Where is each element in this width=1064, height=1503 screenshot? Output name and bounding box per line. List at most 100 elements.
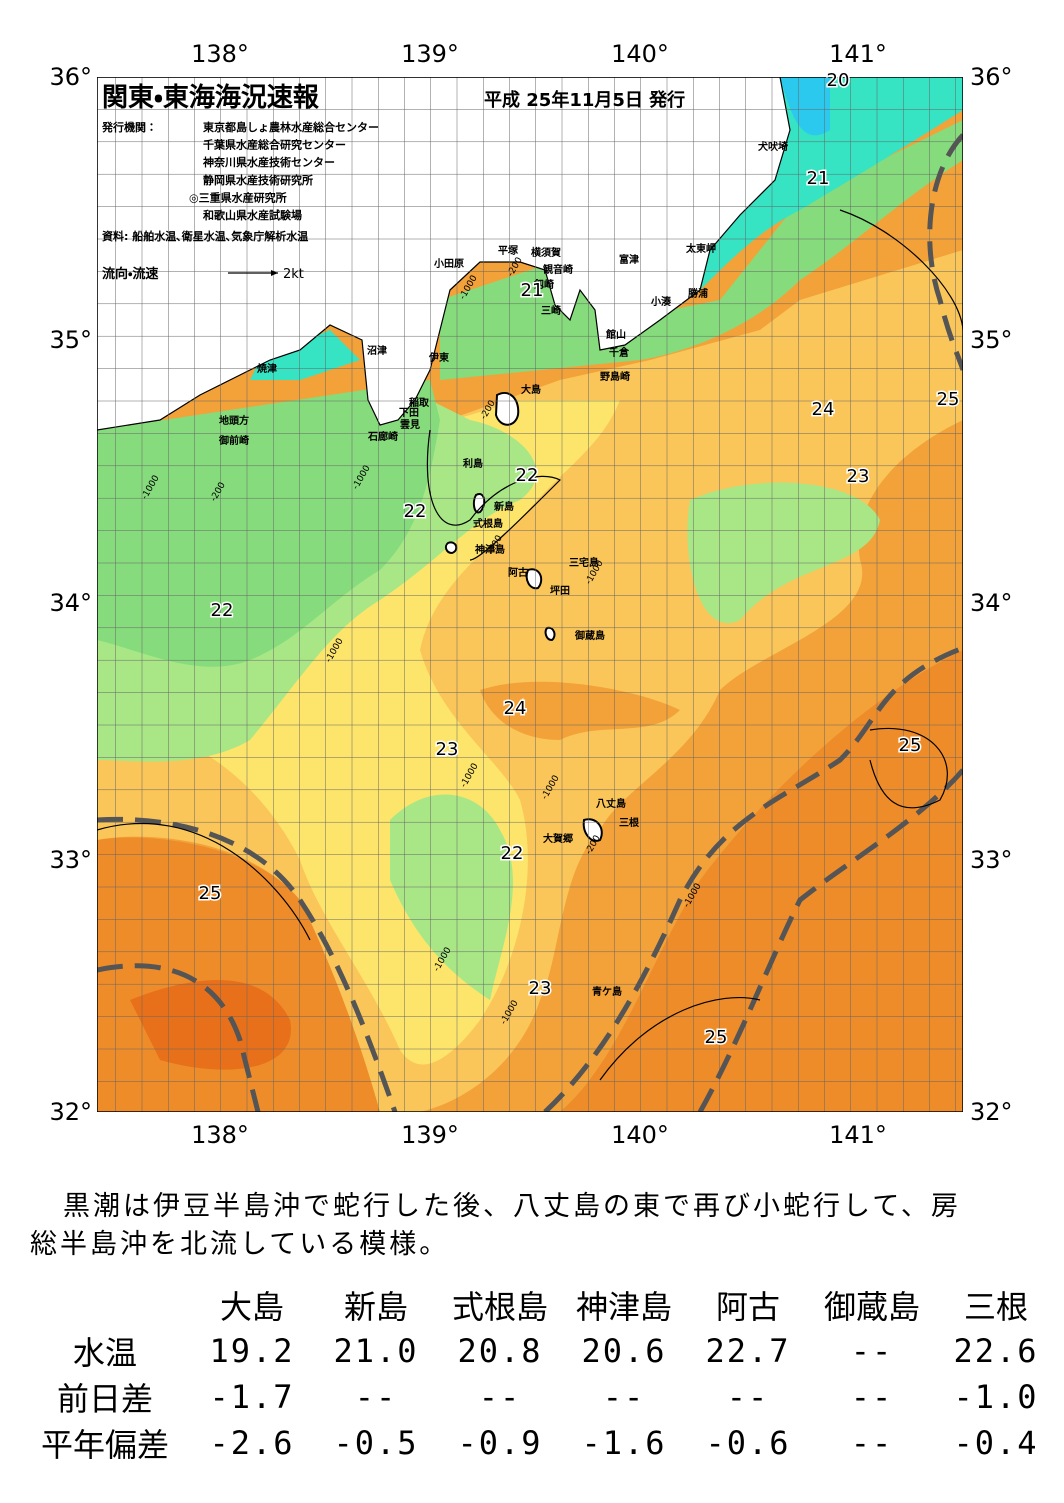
island bbox=[472, 493, 486, 514]
place-name: 大賀郷 bbox=[543, 832, 573, 845]
place-name: 太東岬 bbox=[685, 242, 716, 255]
lon-label: 138° bbox=[191, 1121, 249, 1149]
table-cell: -0.4 bbox=[953, 1424, 1039, 1462]
row-header: 平年偏差 bbox=[40, 1426, 169, 1464]
isotherm-label: 23 bbox=[847, 466, 870, 487]
isotherm-label: 22 bbox=[516, 465, 539, 486]
place-name: 野島崎 bbox=[600, 370, 630, 383]
legend-arrow-head bbox=[271, 270, 278, 276]
place-name: 式根島 bbox=[473, 517, 503, 530]
island bbox=[544, 626, 556, 642]
cool-water bbox=[687, 482, 880, 624]
place-name: 勝浦 bbox=[688, 287, 708, 300]
kuroshio-axis bbox=[543, 645, 963, 1112]
table-cell: -- bbox=[726, 1378, 770, 1416]
place-name: 新島 bbox=[493, 500, 514, 513]
place-name: 三根 bbox=[619, 816, 640, 829]
lat-label: 34° bbox=[49, 589, 92, 617]
table-row: 水温 19.2 21.0 20.8 20.6 22.7 -- 22.6 bbox=[20, 1328, 1058, 1374]
lon-label: 141° bbox=[829, 1121, 887, 1149]
lat-label: 33° bbox=[49, 846, 92, 874]
table-cell: -- bbox=[478, 1378, 522, 1416]
table-cell: -1.6 bbox=[581, 1424, 667, 1462]
summary: 黒潮は伊豆半島沖で蛇行した後、八丈島の東で再び小蛇行して、房 総半島沖を北流して… bbox=[30, 1188, 1040, 1264]
isotherm bbox=[426, 429, 562, 561]
table-cell: 22.6 bbox=[953, 1332, 1039, 1370]
place-name: 沼津 bbox=[367, 344, 387, 357]
place-name: 石廊崎 bbox=[367, 430, 398, 443]
issuer: 千葉県水産総合研究センター bbox=[203, 138, 346, 152]
column-header: 神津島 bbox=[575, 1288, 672, 1326]
lat-label: 33° bbox=[970, 846, 1013, 874]
issuer: 神奈川県水産技術センター bbox=[202, 155, 335, 169]
table-cell: 19.2 bbox=[209, 1332, 295, 1370]
place-name: 稲取 bbox=[409, 396, 430, 409]
cool-water bbox=[390, 794, 513, 1000]
table-cell: 20.6 bbox=[581, 1332, 667, 1370]
place-name: 八丈島 bbox=[596, 797, 626, 810]
isotherm-label: 23 bbox=[529, 978, 552, 999]
lat-label: 36° bbox=[49, 63, 92, 91]
table-cell: -- bbox=[354, 1378, 398, 1416]
warm-water bbox=[480, 681, 680, 740]
place-name: 平塚 bbox=[498, 244, 519, 257]
isotherm-label: 22 bbox=[211, 600, 234, 621]
place-name: 神津島 bbox=[474, 543, 505, 556]
table-row: 平年偏差 -2.6 -0.5 -0.9 -1.6 -0.6 -- -0.4 bbox=[20, 1420, 1058, 1466]
place-name: 利島 bbox=[463, 457, 483, 470]
isotherm-label: 24 bbox=[504, 698, 527, 719]
kuroshio-axis bbox=[97, 816, 398, 1112]
isotherm-label: 20 bbox=[827, 70, 850, 91]
column-header: 大島 bbox=[219, 1288, 284, 1326]
issuer: ◎三重県水産研究所 bbox=[189, 190, 287, 204]
lon-label: 140° bbox=[611, 40, 669, 68]
kuroshio-axis bbox=[927, 133, 963, 371]
place-name: 館山 bbox=[605, 328, 626, 341]
lon-label: 139° bbox=[401, 1121, 459, 1149]
temperature-map bbox=[97, 77, 963, 1112]
summary-line: 黒潮は伊豆半島沖で蛇行した後、八丈島の東で再び小蛇行して、房 bbox=[63, 1191, 961, 1222]
warm-water bbox=[560, 650, 963, 1112]
cold-water bbox=[780, 77, 830, 136]
place-name: 下田 bbox=[399, 407, 419, 419]
kuroshio-axis bbox=[97, 963, 261, 1112]
isotherm bbox=[97, 823, 311, 941]
place-name: 観音崎 bbox=[543, 263, 573, 276]
isotherm-label: 25 bbox=[937, 389, 960, 410]
place-name: 三宅島 bbox=[569, 556, 599, 569]
island bbox=[494, 392, 520, 426]
lat-label: 35° bbox=[970, 326, 1013, 354]
column-header: 三根 bbox=[963, 1288, 1028, 1326]
isotherm bbox=[599, 997, 761, 1081]
isotherm-label: 23 bbox=[436, 739, 459, 760]
place-name: 焼津 bbox=[257, 362, 277, 375]
lat-label: 36° bbox=[970, 63, 1013, 91]
table-cell: -1.7 bbox=[209, 1378, 295, 1416]
table-cell: -- bbox=[850, 1378, 894, 1416]
place-name: 千倉 bbox=[609, 346, 630, 359]
lon-label: 139° bbox=[401, 40, 459, 68]
lon-label: 140° bbox=[611, 1121, 669, 1149]
place-name: 富津 bbox=[619, 253, 639, 266]
column-header: 御蔵島 bbox=[823, 1288, 920, 1326]
isotherm-label: 21 bbox=[521, 280, 544, 301]
isotherm-label: 22 bbox=[501, 843, 524, 864]
lon-label: 141° bbox=[829, 40, 887, 68]
column-header: 新島 bbox=[343, 1288, 408, 1326]
lat-label: 35° bbox=[49, 326, 92, 354]
corner-cell bbox=[20, 1282, 190, 1328]
place-name: 横須賀 bbox=[531, 246, 561, 259]
place-name: 御蔵島 bbox=[574, 629, 605, 642]
issue-date: 平成 25年11月5日 発行 bbox=[484, 89, 685, 111]
table-cell: -- bbox=[850, 1424, 894, 1462]
table-cell: 22.7 bbox=[705, 1332, 791, 1370]
legend-speed: 2kt bbox=[283, 267, 304, 282]
lat-label: 32° bbox=[970, 1098, 1013, 1126]
observation-table: 大島 新島 式根島 神津島 阿古 御蔵島 三根 水温 19.2 21.0 20.8 20.6 22.7 -… bbox=[20, 1282, 1058, 1466]
place-name: 小湊 bbox=[650, 295, 672, 308]
place-name: 小田原 bbox=[433, 257, 464, 270]
table-cell: -0.9 bbox=[457, 1424, 543, 1462]
legend-label: 流向・流速 bbox=[102, 266, 158, 282]
isotherm-label: 21 bbox=[807, 168, 830, 189]
